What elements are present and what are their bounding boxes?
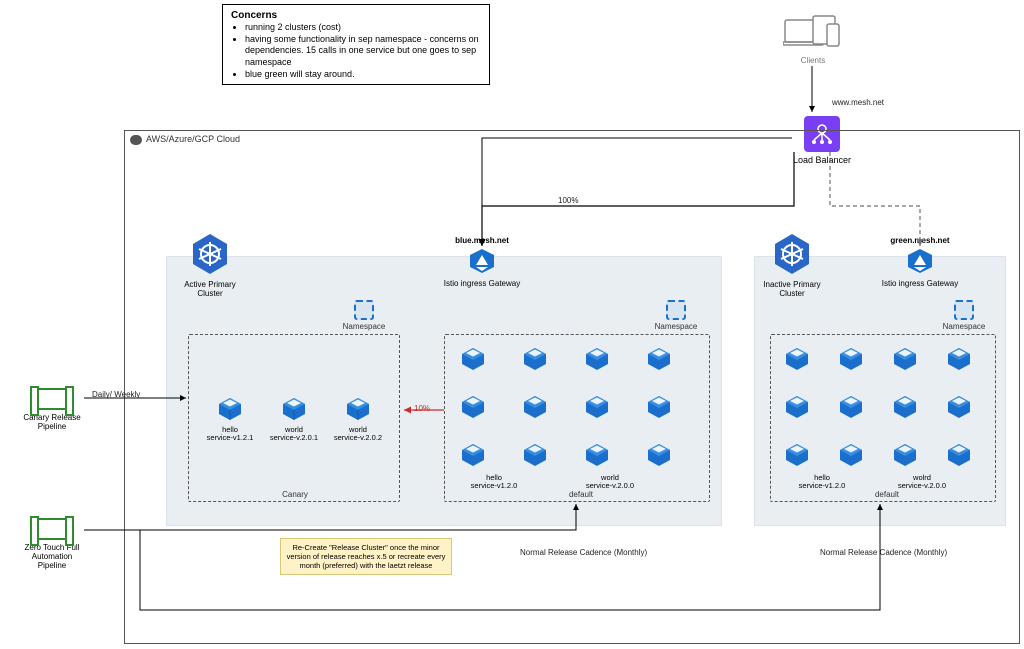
svc-pod [646,394,672,422]
svc-pod [460,394,486,422]
default-a-footer: default [556,490,606,499]
svc-pod [946,346,972,374]
svc-pod [522,346,548,374]
istio-green-label: Istio ingress Gateway [870,279,970,288]
istio-blue: blue.mesh.net Istio ingress Gateway [432,236,532,288]
k8s-active-badge: Active Primary Cluster [180,232,240,298]
svc-default-a-world: worldservice-v.2.0.0 [580,474,640,491]
concern-item: running 2 clusters (cost) [245,22,481,34]
ns-icon-default-a: Namespace [648,300,704,331]
svc-pod [892,394,918,422]
svc-pod [838,442,864,470]
label-100pct: 100% [558,196,578,205]
svc-pod [584,394,610,422]
canary-pipeline: Canary Release Pipeline [22,388,82,432]
default-b-footer: default [862,490,912,499]
concerns-box: Concerns running 2 clusters (cost) havin… [222,4,490,85]
istio-green: green.mesh.net Istio ingress Gateway [870,236,970,288]
istio-blue-label: Istio ingress Gateway [432,279,532,288]
ns-icon-default-b: Namespace [936,300,992,331]
svc-canary-world2: worldservice-v.2.0.2 [328,396,388,443]
svc-pod [522,442,548,470]
svc-pod [838,346,864,374]
label-cadence-a: Normal Release Cadence (Monthly) [520,548,647,557]
concern-item: having some functionality in sep namespa… [245,34,481,69]
svc-pod [946,394,972,422]
label-10pct: 10% [414,404,430,413]
svc-pod [460,442,486,470]
svc-pod [646,346,672,374]
svc-pod [584,346,610,374]
architecture-diagram: Concerns running 2 clusters (cost) havin… [0,0,1024,649]
svc-default-b-world: wolrdservice-v.2.0.0 [892,474,952,491]
svc-pod [946,442,972,470]
concerns-title: Concerns [231,9,481,22]
svc-pod [892,442,918,470]
svc-default-b-hello: helloservice-v1.2.0 [792,474,852,491]
zero-touch-pipeline: Zero Touch Full Automation Pipeline [22,518,82,570]
svc-pod [784,346,810,374]
recreate-note: Re-Create "Release Cluster" once the min… [280,538,452,575]
cloud-label: AWS/Azure/GCP Cloud [130,134,240,145]
label-cadence-b: Normal Release Cadence (Monthly) [820,548,947,557]
svc-pod [892,346,918,374]
clients-label: Clients [778,56,848,65]
svc-pod [784,394,810,422]
svc-pod [460,346,486,374]
dns-label: www.mesh.net [832,98,884,107]
ns-icon-canary: Namespace [336,300,392,331]
svc-pod [838,394,864,422]
svc-canary-hello: helloservice-v1.2.1 [200,396,260,443]
cloud-icon [130,135,142,145]
canary-footer: Canary [270,490,320,499]
k8s-inactive-badge: Inactive Primary Cluster [762,232,822,298]
svc-pod [646,442,672,470]
k8s-active-label: Active Primary Cluster [180,280,240,298]
svc-pod [522,394,548,422]
svc-pod [584,442,610,470]
concern-item: blue green will stay around. [245,69,481,81]
svc-canary-world1: worldservice-v.2.0.1 [264,396,324,443]
svc-pod [784,442,810,470]
k8s-inactive-label: Inactive Primary Cluster [762,280,822,298]
label-daily-weekly: Daily/ Weekly [92,390,140,399]
clients-icon: Clients [778,14,848,65]
svc-default-a-hello: helloservice-v1.2.0 [464,474,524,491]
